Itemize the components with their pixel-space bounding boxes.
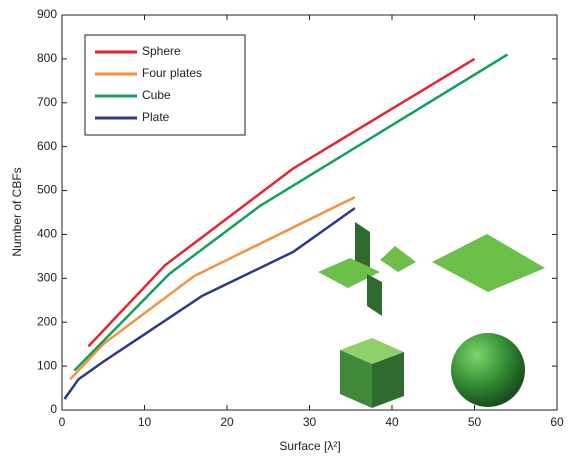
series-line: [73, 53, 509, 372]
legend-label: Sphere: [142, 44, 181, 58]
y-tick-label: 600: [37, 139, 57, 153]
cube-right: [372, 352, 404, 408]
series-line: [69, 196, 356, 381]
legend-label: Four plates: [142, 66, 202, 80]
y-tick-label: 200: [37, 314, 57, 328]
x-tick-label: 20: [220, 415, 234, 429]
shape-illustrations: [318, 222, 545, 408]
y-tick-label: 500: [37, 183, 57, 197]
y-axis-label: Number of CBFs: [10, 167, 24, 256]
series-line: [63, 207, 356, 400]
flat-plate: [432, 234, 545, 292]
legend-label: Cube: [142, 88, 171, 102]
x-tick-label: 50: [468, 415, 482, 429]
x-tick-label: 60: [550, 415, 564, 429]
series-line: [87, 57, 476, 348]
y-tick-label: 400: [37, 227, 57, 241]
x-axis-label: Surface [λ²]: [279, 439, 340, 453]
y-tick-label: 800: [37, 51, 57, 65]
y-tick-label: 300: [37, 271, 57, 285]
legend-label: Plate: [142, 110, 170, 124]
x-tick-label: 30: [303, 415, 317, 429]
cross-plate-right: [380, 246, 416, 272]
sphere-shape: [451, 333, 525, 407]
x-tick-label: 0: [59, 415, 66, 429]
y-tick-label: 100: [37, 358, 57, 372]
cross-plate-left: [318, 258, 380, 288]
x-tick-label: 40: [385, 415, 399, 429]
cube-left: [340, 350, 372, 408]
cube-top: [340, 338, 404, 364]
cross-plate-bottom: [367, 274, 382, 316]
x-tick-label: 10: [138, 415, 152, 429]
y-tick-label: 700: [37, 95, 57, 109]
y-tick-label: 900: [37, 7, 57, 21]
y-tick-label: 0: [50, 402, 57, 416]
